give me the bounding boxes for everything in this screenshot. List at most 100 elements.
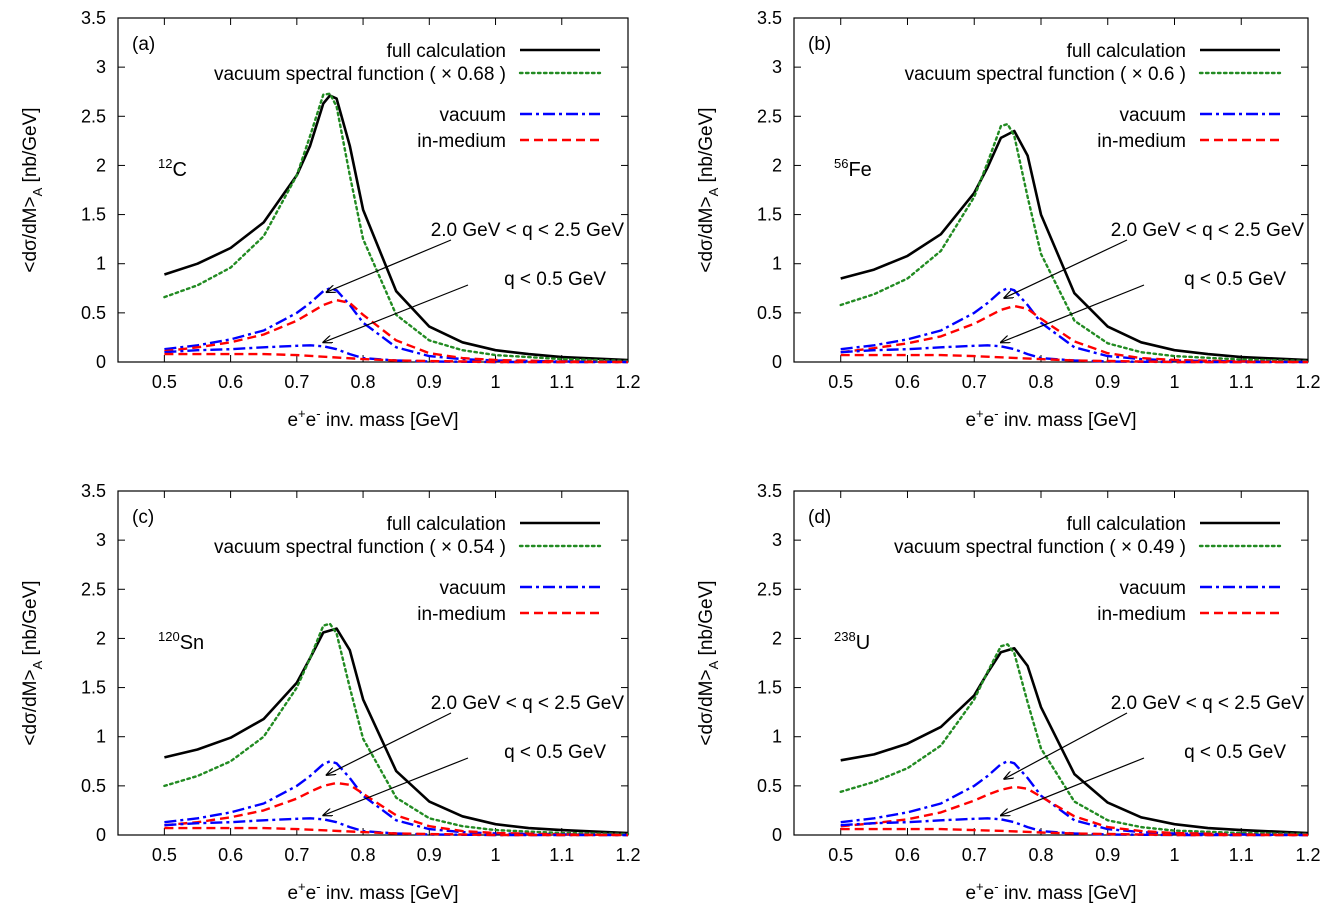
x-tick-label: 0.7 [284, 845, 309, 865]
chart-panel-4: 0.5 0.6 0.7 0.8 0.9 1 1.1 1.2 0 0.5 1 1.5 2 2.5 3 3.5 e+… [696, 481, 1321, 904]
nucleus-label: 12C [158, 156, 187, 181]
annotation-arrow-high-q [1004, 712, 1128, 779]
legend-label-vacuum-spectral: vacuum spectral function ( × 0.54 ) [214, 537, 506, 558]
x-tick-label: 0.6 [895, 845, 920, 865]
series-line-solid [840, 129, 1309, 362]
x-tick-label: 0.6 [218, 372, 243, 392]
x-axis-label: e+e- inv. mass [GeV] [287, 879, 458, 904]
y-tick-label: 0 [772, 352, 782, 372]
plot-frame [793, 490, 1309, 836]
series-line-solid [164, 627, 629, 835]
annotation-low-q: q < 0.5 GeV [1184, 269, 1286, 290]
series-line-dashed-low-q [840, 353, 1308, 364]
legend-label-vacuum: vacuum [439, 578, 506, 599]
legend-label-vacuum-spectral: vacuum spectral function ( × 0.49 ) [894, 537, 1186, 558]
series-line-dashed-high-q [840, 785, 1309, 837]
plot-frame [117, 490, 629, 836]
annotation-arrow-low-q [1001, 757, 1145, 815]
legend-label-vacuum: vacuum [1119, 578, 1186, 599]
y-tick-label: 0.5 [757, 303, 782, 323]
legend-label-full: full calculation [387, 41, 506, 62]
y-tick-label: 2 [96, 628, 106, 648]
legend-label-full: full calculation [387, 514, 506, 535]
series-line-dashed-high-q [164, 298, 629, 364]
y-axis-label: <dσ/dM>A [nb/GeV] [696, 580, 721, 745]
y-tick-label: 0 [96, 825, 106, 845]
y-tick-label: 2.5 [757, 579, 782, 599]
y-tick-label: 3 [772, 530, 782, 550]
series-line-solid [163, 94, 629, 362]
y-tick-label: 1.5 [757, 678, 782, 698]
series-line-dashdot-high-q [840, 287, 1309, 364]
legend-label-in-medium: in-medium [1097, 131, 1186, 152]
annotation-arrow-low-q [1001, 284, 1145, 342]
legend-label-vacuum: vacuum [439, 105, 506, 126]
x-tick-label: 1.1 [549, 372, 574, 392]
x-tick-label: 1.2 [615, 372, 640, 392]
legend-label-full: full calculation [1067, 41, 1186, 62]
y-tick-label: 1 [96, 727, 106, 747]
y-axis-label: <dσ/dM>A [nb/GeV] [20, 107, 45, 272]
y-tick-label: 2.5 [81, 579, 106, 599]
series-line-dashed-high-q [840, 304, 1309, 364]
x-tick-label: 1.1 [549, 845, 574, 865]
annotation-low-q: q < 0.5 GeV [1184, 742, 1286, 763]
y-tick-label: 1 [772, 727, 782, 747]
x-tick-label: 1.1 [1229, 845, 1254, 865]
x-tick-label: 1.2 [1295, 372, 1320, 392]
annotation-arrow-high-q [1004, 239, 1128, 298]
chart-panel-1: 0.5 0.6 0.7 0.8 0.9 1 1.1 1.2 0 0.5 1 1.5 2 2.5 3 3.5 e+… [20, 8, 641, 431]
y-tick-label: 1 [96, 254, 106, 274]
x-tick-label: 0.7 [962, 372, 987, 392]
x-tick-label: 0.5 [828, 372, 853, 392]
y-tick-label: 3.5 [81, 8, 106, 28]
x-tick-label: 0.8 [1028, 372, 1053, 392]
x-tick-label: 0.9 [1095, 845, 1120, 865]
series-line-dashdot-low-q [840, 817, 1308, 837]
annotation-low-q: q < 0.5 GeV [504, 269, 606, 290]
x-tick-label: 1 [491, 372, 501, 392]
series-line-dotted [163, 92, 630, 363]
x-tick-label: 0.5 [152, 372, 177, 392]
x-tick-label: 0.6 [895, 372, 920, 392]
x-tick-label: 1 [1169, 372, 1179, 392]
y-tick-label: 3.5 [757, 481, 782, 501]
y-tick-label: 3 [96, 57, 106, 77]
nucleus-label: 56Fe [834, 156, 872, 181]
x-tick-label: 0.5 [828, 845, 853, 865]
y-tick-label: 0.5 [81, 303, 106, 323]
panel-label: (d) [808, 507, 831, 528]
legend-label-in-medium: in-medium [417, 131, 506, 152]
x-tick-label: 0.8 [351, 372, 376, 392]
legend-label-in-medium: in-medium [417, 604, 506, 625]
x-axis-label: e+e- inv. mass [GeV] [287, 406, 458, 431]
y-tick-label: 2 [96, 155, 106, 175]
legend-label-in-medium: in-medium [1097, 604, 1186, 625]
x-tick-label: 1 [491, 845, 501, 865]
series-line-dotted [839, 122, 1310, 363]
y-tick-label: 1.5 [81, 205, 106, 225]
series-line-dashdot-low-q [840, 344, 1308, 364]
chart-panel-2: 0.5 0.6 0.7 0.8 0.9 1 1.1 1.2 0 0.5 1 1.5 2 2.5 3 3.5 e+… [696, 8, 1321, 431]
y-tick-label: 2.5 [757, 106, 782, 126]
x-tick-label: 0.5 [152, 845, 177, 865]
plot-frame [793, 17, 1309, 363]
x-tick-label: 1.1 [1229, 372, 1254, 392]
y-tick-label: 3.5 [81, 481, 106, 501]
legend-label-vacuum-spectral: vacuum spectral function ( × 0.6 ) [905, 64, 1186, 85]
series-line-dashed-low-q [164, 826, 628, 837]
annotation-arrow-low-q [323, 284, 469, 342]
x-tick-label: 1 [1169, 845, 1179, 865]
x-tick-label: 0.9 [417, 845, 442, 865]
series-line-dotted [163, 622, 630, 836]
x-tick-label: 0.9 [1095, 372, 1120, 392]
x-axis-label: e+e- inv. mass [GeV] [965, 879, 1136, 904]
x-tick-label: 0.6 [218, 845, 243, 865]
x-tick-label: 1.2 [615, 845, 640, 865]
annotation-arrow-high-q [327, 712, 452, 775]
panel-label: (b) [808, 34, 831, 55]
series-line-dashed-low-q [840, 827, 1308, 837]
annotation-high-q: 2.0 GeV < q < 2.5 GeV [431, 220, 625, 241]
y-tick-label: 2.5 [81, 106, 106, 126]
